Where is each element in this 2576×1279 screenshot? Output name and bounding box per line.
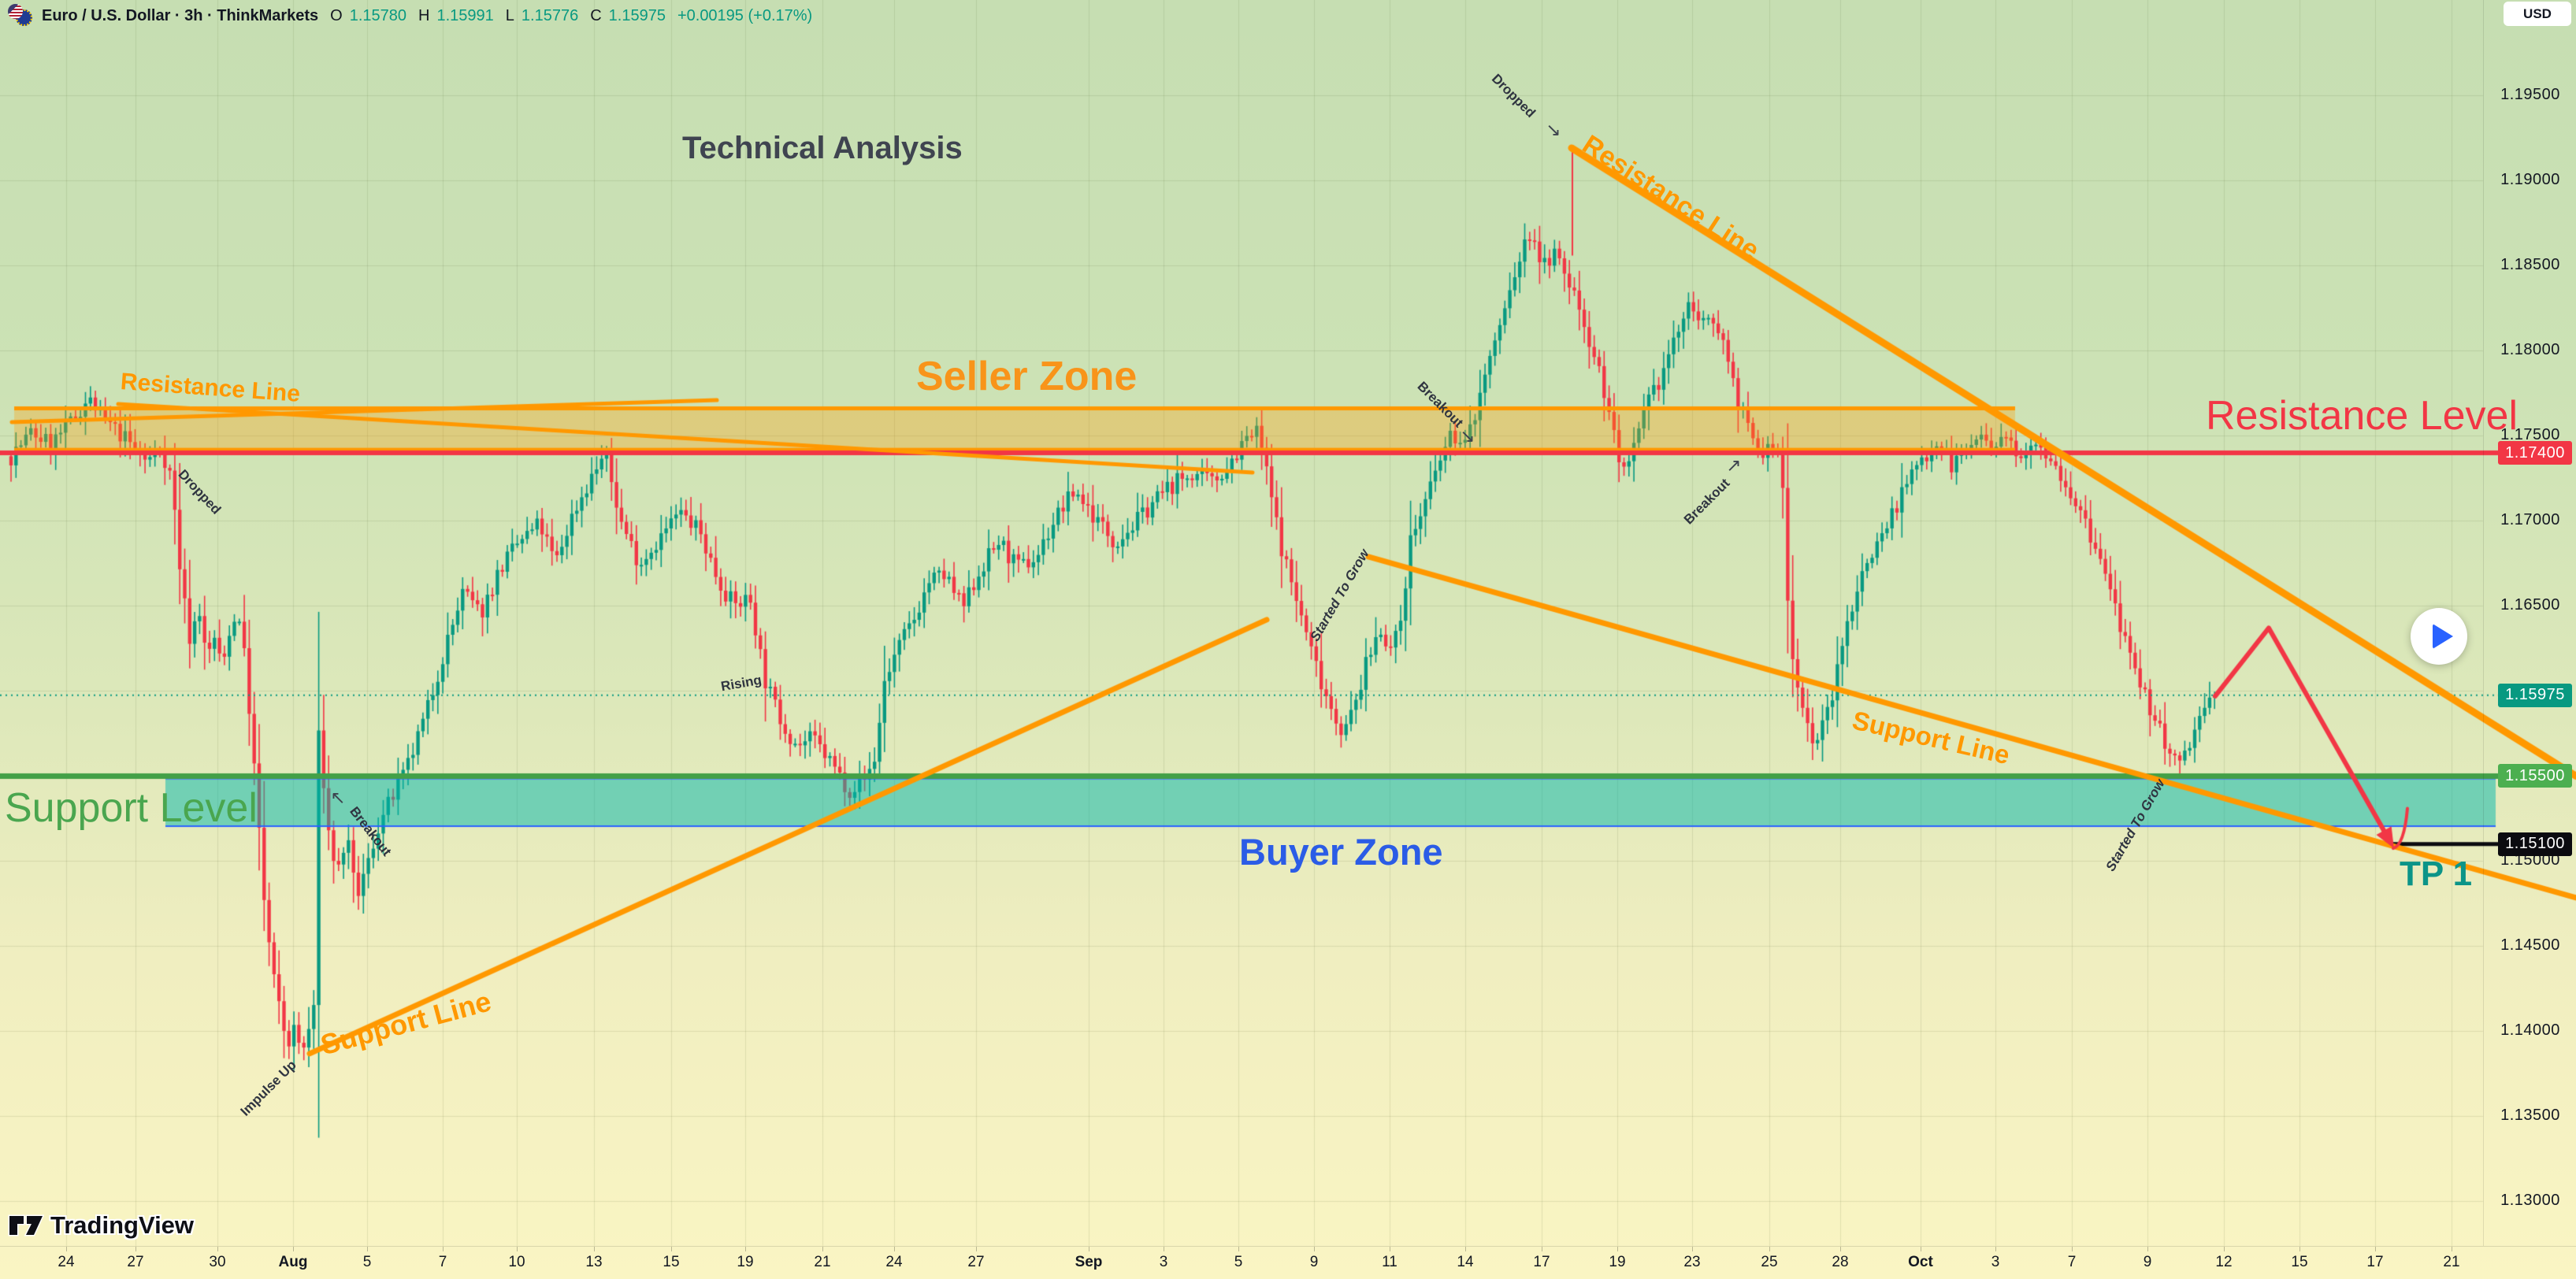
price-tick-label: 1.14500 [2500, 936, 2560, 955]
time-axis[interactable]: 24 27 30 Aug 5 7 10 13 15 19 21 24 27 Sep 3 5 9 11 14 17 19 2… [0, 1246, 2576, 1279]
time-tick-label: Oct [1908, 1254, 1933, 1270]
time-tick-label: 28 [1832, 1254, 1849, 1270]
symbol-header: Euro / U.S. Dollar · 3h · ThinkMarkets O… [8, 4, 812, 28]
open-label: O [330, 6, 343, 24]
currency-box[interactable]: USD [2504, 2, 2571, 26]
close-value: 1.15975 [608, 6, 666, 24]
time-tick-label: Aug [278, 1254, 308, 1270]
high-value: 1.15991 [436, 6, 494, 24]
time-tick [66, 1247, 67, 1251]
time-tick-label: 15 [663, 1254, 680, 1270]
open-value: 1.15780 [349, 6, 407, 24]
play-button[interactable] [2411, 608, 2467, 665]
time-tick-label: 12 [2215, 1254, 2233, 1270]
time-tick-label: 24 [58, 1254, 75, 1270]
price-axis[interactable]: 1.19500 1.19000 1.18500 1.18000 1.17500 1.170… [2483, 0, 2576, 1246]
price-tick-label: 1.13500 [2500, 1107, 2560, 1125]
time-tick-label: 11 [1382, 1254, 1397, 1270]
price-tick-label: 1.18500 [2500, 256, 2560, 274]
time-tick [2072, 1247, 2073, 1251]
price-badge: 1.15500 [2498, 764, 2572, 788]
price-tick-label: 1.18000 [2500, 341, 2560, 359]
change-value: +0.00195 (+0.17%) [677, 6, 813, 24]
tradingview-logo[interactable]: TradingView [8, 1211, 194, 1240]
time-tick-label: 19 [737, 1254, 754, 1270]
time-tick [217, 1247, 218, 1251]
time-tick-label: 19 [1609, 1254, 1626, 1270]
time-tick [517, 1247, 518, 1251]
time-tick [293, 1247, 294, 1251]
price-tick-label: 1.13000 [2500, 1192, 2560, 1210]
high-label: H [418, 6, 430, 24]
price-tick-label: 1.16500 [2500, 596, 2560, 614]
time-tick-label: 15 [2291, 1254, 2308, 1270]
time-tick [2299, 1247, 2300, 1251]
time-tick [1314, 1247, 1315, 1251]
time-tick-label: 27 [967, 1254, 985, 1270]
time-tick-label: 17 [2366, 1254, 2384, 1270]
time-tick-label: 5 [362, 1254, 372, 1270]
time-tick [2147, 1247, 2148, 1251]
time-tick-label: 10 [508, 1254, 525, 1270]
symbol-title[interactable]: Euro / U.S. Dollar · 3h · ThinkMarkets [42, 6, 319, 24]
time-tick [976, 1247, 977, 1251]
time-tick [671, 1247, 672, 1251]
price-tick-label: 1.17000 [2500, 511, 2560, 529]
play-icon [2432, 624, 2453, 649]
time-tick-label: 21 [814, 1254, 831, 1270]
time-tick-label: 9 [2143, 1254, 2152, 1270]
time-tick [1617, 1247, 1618, 1251]
time-tick-label: 9 [1309, 1254, 1319, 1270]
time-tick-label: 5 [1234, 1254, 1243, 1270]
time-tick-label: 21 [2443, 1254, 2460, 1270]
currency-pair-icon [8, 4, 35, 28]
time-tick-label: 30 [209, 1254, 226, 1270]
time-tick-label: 3 [1991, 1254, 2000, 1270]
low-label: L [505, 6, 514, 24]
time-tick-label: 27 [127, 1254, 144, 1270]
tradingview-icon [8, 1214, 44, 1236]
close-label: C [590, 6, 602, 24]
price-tick-label: 1.19000 [2500, 171, 2560, 189]
time-tick [1692, 1247, 1693, 1251]
time-tick [1995, 1247, 1996, 1251]
price-badge: 1.15100 [2498, 832, 2572, 856]
time-tick-label: 17 [1533, 1254, 1550, 1270]
time-tick-label: 25 [1761, 1254, 1778, 1270]
time-tick [594, 1247, 595, 1251]
time-tick [1238, 1247, 1239, 1251]
tradingview-logo-text: TradingView [50, 1211, 195, 1239]
time-tick-label: 14 [1457, 1254, 1474, 1270]
time-tick [2224, 1247, 2225, 1251]
price-tick-label: 1.15000 [2500, 851, 2560, 869]
price-tick-label: 1.14000 [2500, 1021, 2560, 1040]
price-tick-label: 1.19500 [2500, 86, 2560, 104]
time-tick [1465, 1247, 1466, 1251]
time-tick [2375, 1247, 2376, 1251]
time-tick-label: 7 [2067, 1254, 2077, 1270]
time-tick-label: 23 [1683, 1254, 1701, 1270]
time-tick [822, 1247, 823, 1251]
time-tick [894, 1247, 895, 1251]
time-tick-label: 24 [885, 1254, 903, 1270]
time-tick-label: Sep [1075, 1254, 1103, 1270]
time-tick [367, 1247, 368, 1251]
time-tick [1769, 1247, 1770, 1251]
price-tick-label: 1.17500 [2500, 426, 2560, 444]
time-tick [443, 1247, 444, 1251]
time-tick [1840, 1247, 1841, 1251]
low-value: 1.15776 [521, 6, 579, 24]
time-tick-label: 7 [438, 1254, 447, 1270]
price-badge: 1.17400 [2498, 441, 2572, 465]
price-badge: 1.15975 [2498, 683, 2572, 707]
time-tick [135, 1247, 136, 1251]
time-tick-label: 3 [1159, 1254, 1168, 1270]
time-tick-label: 13 [585, 1254, 603, 1270]
us-flag-icon [8, 4, 23, 19]
time-tick [745, 1247, 746, 1251]
